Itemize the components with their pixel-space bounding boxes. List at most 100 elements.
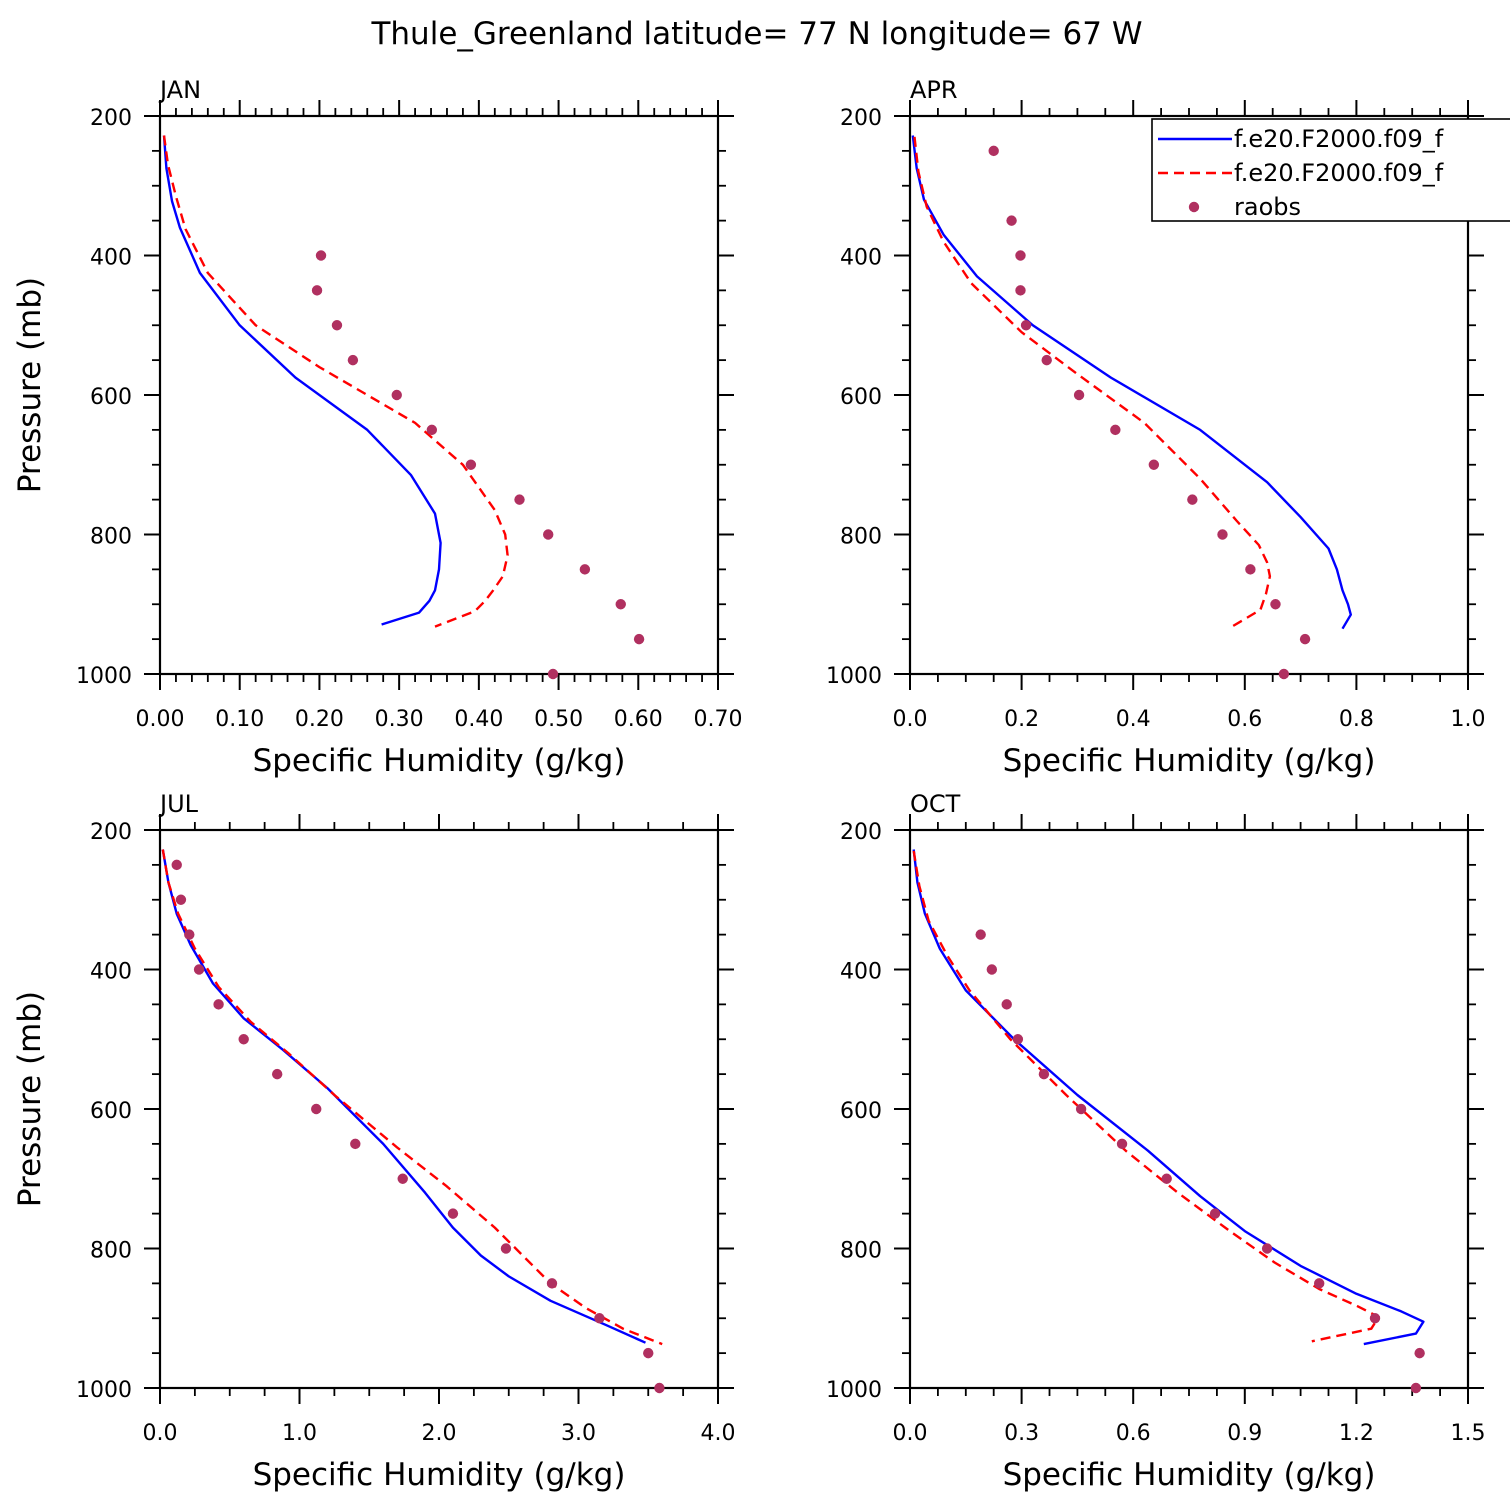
- raobs-point: [546, 1278, 558, 1289]
- x-axis-label: Specific Humidity (g/kg): [1003, 1457, 1376, 1493]
- series-line-solid: [162, 135, 442, 626]
- raobs-point: [1116, 1138, 1128, 1150]
- series-line-dashed: [162, 135, 509, 628]
- x-ticks: 0.0 0.3 0.6 0.9 1.2 1.5: [893, 814, 1486, 1446]
- raobs-point: [347, 354, 359, 366]
- raobs-point: [311, 285, 323, 296]
- panel-apr: APR 0.0 0.2 0.4 0.6 0.8 1.0 200 400 600 800 1000 Spe…: [826, 76, 1486, 779]
- y-tick-label: 400: [840, 246, 882, 271]
- x-tick-label: 0.70: [694, 707, 743, 732]
- series-raobs-markers: [171, 859, 665, 1394]
- series-raobs-markers: [975, 929, 1425, 1394]
- raobs-point: [594, 1313, 605, 1324]
- x-axis-label: Specific Humidity (g/kg): [253, 743, 626, 779]
- x-tick-label: 1.0: [1451, 707, 1486, 732]
- raobs-point: [350, 1138, 361, 1150]
- y-tick-label: 1000: [826, 1378, 882, 1403]
- series-line-dashed: [913, 136, 1272, 629]
- x-tick-label: 0.2: [1004, 707, 1039, 732]
- y-axis-label: Pressure (mb): [12, 277, 48, 493]
- raobs-point: [391, 389, 402, 401]
- legend-label: f.e20.F2000.f09_f: [1234, 159, 1444, 187]
- raobs-point: [1209, 1208, 1221, 1219]
- raobs-point: [311, 1103, 322, 1115]
- series-line-dashed: [161, 849, 663, 1346]
- raobs-point: [1038, 1068, 1050, 1080]
- x-tick-label: 0.60: [614, 707, 663, 732]
- x-tick-label: 0.0: [893, 707, 928, 732]
- x-tick-label: 0.40: [454, 707, 503, 732]
- series-raobs-markers: [311, 250, 645, 680]
- raobs-point: [447, 1208, 459, 1219]
- raobs-point: [397, 1173, 408, 1184]
- y-tick-label: 600: [840, 1099, 882, 1124]
- x-tick-label: 1.2: [1339, 1421, 1374, 1446]
- raobs-point: [1314, 1278, 1325, 1289]
- y-tick-label: 600: [90, 1099, 132, 1124]
- legend-entry: f.e20.F2000.f09_f: [1158, 125, 1444, 153]
- raobs-point: [1410, 1382, 1422, 1394]
- legend-label: raobs: [1234, 193, 1301, 221]
- y-ticks: 200 400 600 800 1000: [826, 820, 1484, 1403]
- raobs-point: [1001, 999, 1012, 1010]
- raobs-point: [633, 633, 645, 645]
- panel-title: JUL: [158, 790, 199, 818]
- panel-title: APR: [910, 76, 958, 104]
- y-tick-label: 600: [90, 385, 132, 410]
- y-tick-label: 1000: [826, 664, 882, 689]
- series-line-solid: [911, 135, 1352, 630]
- legend-box: [1151, 118, 1510, 222]
- raobs-point: [426, 424, 438, 436]
- x-tick-label: 4.0: [701, 1421, 736, 1446]
- x-ticks: 0.0 1.0 2.0 3.0 4.0: [143, 814, 736, 1446]
- series-line-solid: [912, 849, 1425, 1346]
- raobs-point: [1015, 285, 1026, 296]
- raobs-point: [1020, 320, 1032, 331]
- panel-title: OCT: [910, 790, 961, 818]
- raobs-point: [1299, 633, 1311, 645]
- raobs-point: [175, 894, 187, 905]
- x-tick-label: 0.6: [1116, 1421, 1151, 1446]
- x-axis-label: Specific Humidity (g/kg): [1003, 743, 1376, 779]
- y-ticks: 200 400 600 800 1000: [76, 106, 734, 689]
- raobs-point: [1245, 564, 1256, 575]
- x-tick-label: 3.0: [561, 1421, 596, 1446]
- x-ticks: 0.0 0.2 0.4 0.6 0.8 1.0: [893, 100, 1486, 732]
- y-tick-label: 1000: [76, 664, 132, 689]
- y-tick-label: 200: [840, 820, 882, 845]
- raobs-point: [615, 599, 626, 610]
- raobs-point: [1369, 1313, 1381, 1324]
- raobs-point: [465, 459, 477, 470]
- raobs-point: [213, 999, 224, 1010]
- y-axis-label: Pressure (mb): [12, 991, 48, 1207]
- raobs-point: [1414, 1347, 1425, 1359]
- raobs-point: [1015, 250, 1026, 261]
- legend-entry: f.e20.F2000.f09_f: [1158, 159, 1444, 187]
- y-tick-label: 800: [90, 1239, 132, 1264]
- raobs-point: [514, 494, 525, 505]
- panel-title: JAN: [158, 76, 201, 104]
- plot-frame: [158, 114, 720, 676]
- raobs-point: [1217, 529, 1228, 540]
- legend-entry: raobs: [1188, 193, 1301, 221]
- y-tick-label: 800: [840, 525, 882, 550]
- y-tick-label: 200: [90, 106, 132, 131]
- raobs-point: [271, 1068, 283, 1080]
- x-tick-label: 0.30: [375, 707, 424, 732]
- x-tick-label: 1.0: [282, 1421, 317, 1446]
- x-tick-label: 0.0: [893, 1421, 928, 1446]
- raobs-point: [315, 250, 327, 261]
- raobs-point: [654, 1382, 665, 1394]
- x-tick-label: 0.10: [215, 707, 264, 732]
- raobs-point: [547, 668, 559, 680]
- raobs-point: [331, 320, 343, 331]
- y-tick-label: 200: [90, 820, 132, 845]
- legend-label: f.e20.F2000.f09_f: [1234, 125, 1444, 153]
- raobs-point: [1006, 215, 1017, 226]
- raobs-point: [500, 1243, 512, 1254]
- figure-title: Thule_Greenland latitude= 77 N longitude…: [370, 16, 1142, 52]
- y-tick-label: 800: [840, 1239, 882, 1264]
- x-tick-label: 0.8: [1339, 707, 1374, 732]
